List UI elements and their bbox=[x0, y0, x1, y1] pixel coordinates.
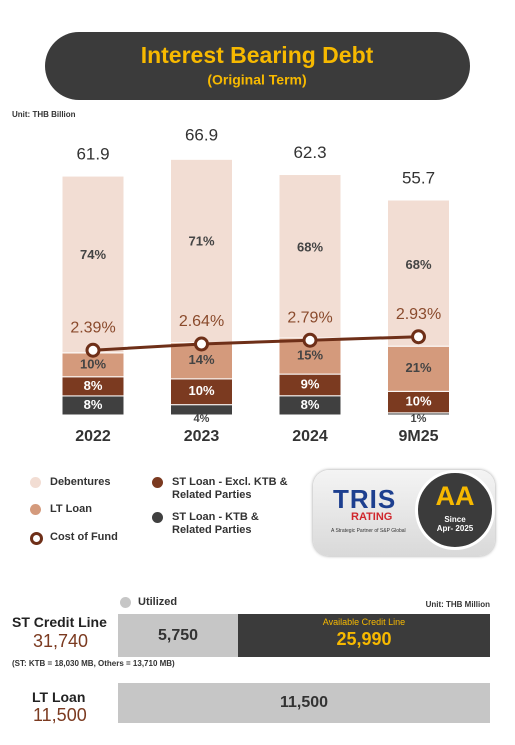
legend-swatch bbox=[152, 512, 163, 523]
segment-label: 21% bbox=[405, 360, 431, 375]
rating-since: Since bbox=[444, 515, 466, 524]
legend-label: Debentures bbox=[50, 476, 111, 488]
bar-segment bbox=[170, 158, 233, 344]
bar-segment bbox=[170, 378, 233, 406]
total-label: 66.9 bbox=[185, 125, 218, 144]
segment-label: 71% bbox=[188, 233, 214, 248]
title-pill bbox=[45, 32, 470, 100]
cost-of-fund-label: 2.93% bbox=[396, 306, 441, 323]
cost-of-fund-point bbox=[302, 332, 318, 348]
cost-of-fund-label: 2.64% bbox=[179, 313, 224, 330]
legend-swatch bbox=[30, 477, 41, 488]
segment-label: 8% bbox=[84, 378, 103, 393]
segment-label: 8% bbox=[84, 397, 103, 412]
bar-segment bbox=[61, 175, 125, 354]
chart-title: Interest Bearing Debt bbox=[141, 42, 374, 68]
legend-swatch bbox=[152, 477, 163, 488]
segment-label: 74% bbox=[80, 247, 106, 262]
bar-segment bbox=[387, 345, 450, 392]
segment-label: 8% bbox=[301, 397, 320, 412]
chart-subtitle: (Original Term) bbox=[207, 72, 306, 88]
utilized-legend: Utilized bbox=[138, 596, 178, 608]
st-available: Available Credit Line 25,990 bbox=[238, 614, 490, 657]
lt-utilized: 11,500 bbox=[118, 683, 490, 723]
rating-tagline: A Strategic Partner of S&P Global bbox=[331, 528, 406, 534]
rating-grade: AA bbox=[435, 481, 475, 511]
segment-label: 15% bbox=[297, 348, 323, 363]
unit-label: Unit: THB Billion bbox=[12, 110, 76, 119]
segment-label: 10% bbox=[188, 383, 214, 398]
rating-date: Apr- 2025 bbox=[436, 524, 474, 533]
utilized-swatch bbox=[120, 597, 131, 608]
segment-label: 1% bbox=[411, 413, 427, 425]
cost-of-fund-point bbox=[194, 336, 209, 352]
lt-label: LT Loan bbox=[32, 689, 86, 705]
lt-total: 11,500 bbox=[33, 705, 87, 725]
legend-label: ST Loan - Excl. KTB & Related Parties bbox=[172, 476, 288, 501]
st-available-title: Available Credit Line bbox=[322, 617, 406, 627]
segment-label: 10% bbox=[80, 356, 106, 371]
segment-label: 14% bbox=[188, 352, 214, 367]
segment-label: 10% bbox=[405, 394, 431, 409]
legend-label: Cost of Fund bbox=[50, 531, 118, 543]
st-note: (ST: KTB = 18,030 MB, Others = 13,710 MB… bbox=[12, 659, 175, 668]
total-label: 62.3 bbox=[293, 143, 326, 162]
cost-of-fund-point bbox=[85, 342, 101, 358]
credit-unit: Unit: THB Million bbox=[425, 600, 490, 609]
segment-label: 9% bbox=[301, 376, 320, 391]
total-label: 61.9 bbox=[76, 145, 109, 164]
rating-agency: TRIS bbox=[333, 484, 397, 514]
x-tick-label: 2023 bbox=[184, 428, 220, 445]
legend-label: ST Loan - KTB & Related Parties bbox=[172, 511, 259, 536]
cost-of-fund-label: 2.79% bbox=[287, 309, 332, 326]
rating-badge: TRIS RATING A Strategic Partner of S&P G… bbox=[313, 470, 495, 556]
segment-label: 68% bbox=[297, 240, 323, 255]
st-label: ST Credit Line bbox=[12, 614, 107, 630]
segment-label: 68% bbox=[405, 257, 431, 272]
rating-circle: AA Since Apr- 2025 bbox=[415, 470, 495, 550]
x-tick-label: 9M25 bbox=[398, 428, 438, 445]
cost-of-fund-label: 2.39% bbox=[70, 319, 115, 336]
cost-of-fund-point bbox=[411, 329, 426, 345]
st-available-value: 25,990 bbox=[336, 629, 392, 649]
legend-label: LT Loan bbox=[50, 503, 92, 515]
bar-segment bbox=[278, 174, 342, 339]
x-tick-label: 2024 bbox=[292, 428, 328, 445]
cost-of-fund-line bbox=[92, 335, 419, 352]
x-tick-label: 2022 bbox=[75, 428, 111, 445]
legend-swatch bbox=[30, 532, 43, 545]
segment-label: 4% bbox=[194, 413, 210, 425]
rating-agency-sub: RATING bbox=[351, 511, 393, 523]
total-label: 55.7 bbox=[402, 168, 435, 187]
legend-swatch bbox=[30, 504, 41, 515]
st-total: 31,740 bbox=[33, 631, 89, 651]
bar-segment bbox=[387, 199, 450, 347]
st-utilized: 5,750 bbox=[118, 614, 238, 657]
